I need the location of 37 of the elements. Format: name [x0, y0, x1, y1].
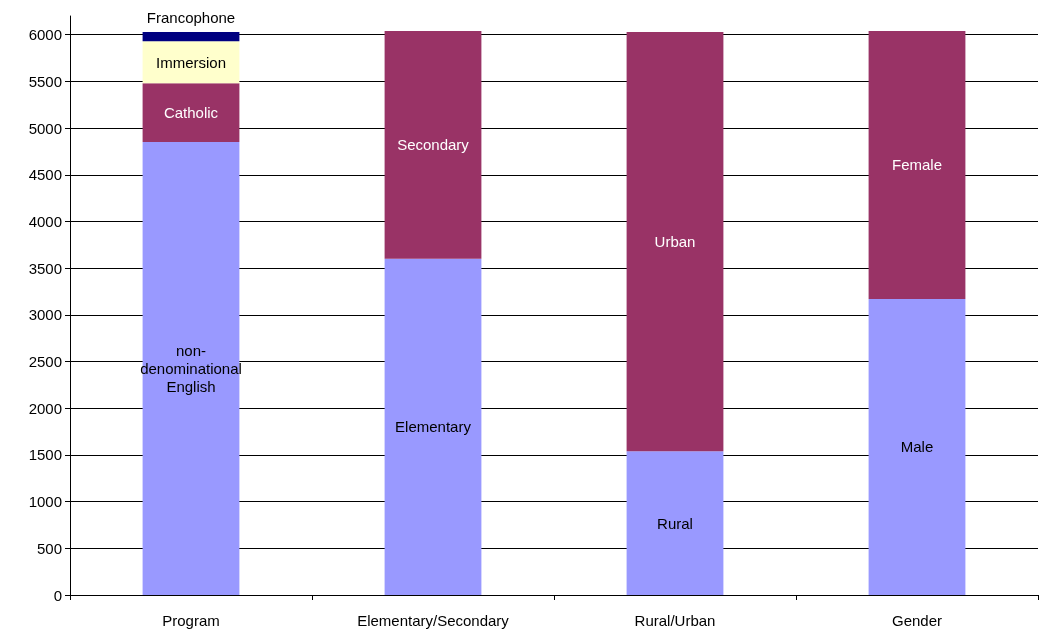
bar — [142, 142, 240, 595]
x-tick-label: Elementary/Secondary — [357, 612, 510, 629]
data-label: Catholic — [163, 104, 219, 122]
x-tick-label: Rural/Urban — [634, 612, 716, 629]
data-label: Female — [891, 156, 943, 174]
bar — [626, 31, 724, 452]
bar — [626, 451, 724, 595]
bar — [142, 83, 240, 143]
data-label: Rural — [657, 514, 693, 532]
y-tick-label: 3000 — [28, 306, 62, 324]
y-tick-label: 6000 — [28, 26, 62, 44]
bar — [384, 30, 482, 259]
y-tick-label: 4500 — [28, 166, 62, 184]
data-label: Male — [900, 438, 934, 456]
y-tick-label: 500 — [36, 539, 62, 557]
y-tick-label: 5000 — [28, 119, 62, 137]
bar — [868, 30, 966, 299]
data-label: Urban — [654, 233, 696, 251]
bar — [142, 31, 240, 42]
y-tick-label: 0 — [53, 586, 62, 604]
y-tick-label: 1500 — [28, 446, 62, 464]
y-tick-label: 5500 — [28, 72, 62, 90]
y-tick-label: 2000 — [28, 399, 62, 417]
bar — [142, 41, 240, 84]
x-tick-label: Program — [162, 612, 220, 629]
data-label: Immersion — [155, 53, 227, 71]
data-label: Elementary — [395, 418, 472, 436]
data-label: Secondary — [397, 136, 470, 154]
y-tick-label: 4000 — [28, 212, 62, 230]
x-tick-label: Gender — [891, 612, 943, 629]
data-label: non-denominational English — [140, 342, 242, 396]
bar — [384, 258, 482, 595]
bar — [868, 298, 966, 595]
y-tick-label: 3500 — [28, 259, 62, 277]
y-tick-label: 2500 — [28, 353, 62, 371]
data-label: Francophone — [146, 9, 236, 27]
y-tick-label: 1000 — [28, 493, 62, 511]
